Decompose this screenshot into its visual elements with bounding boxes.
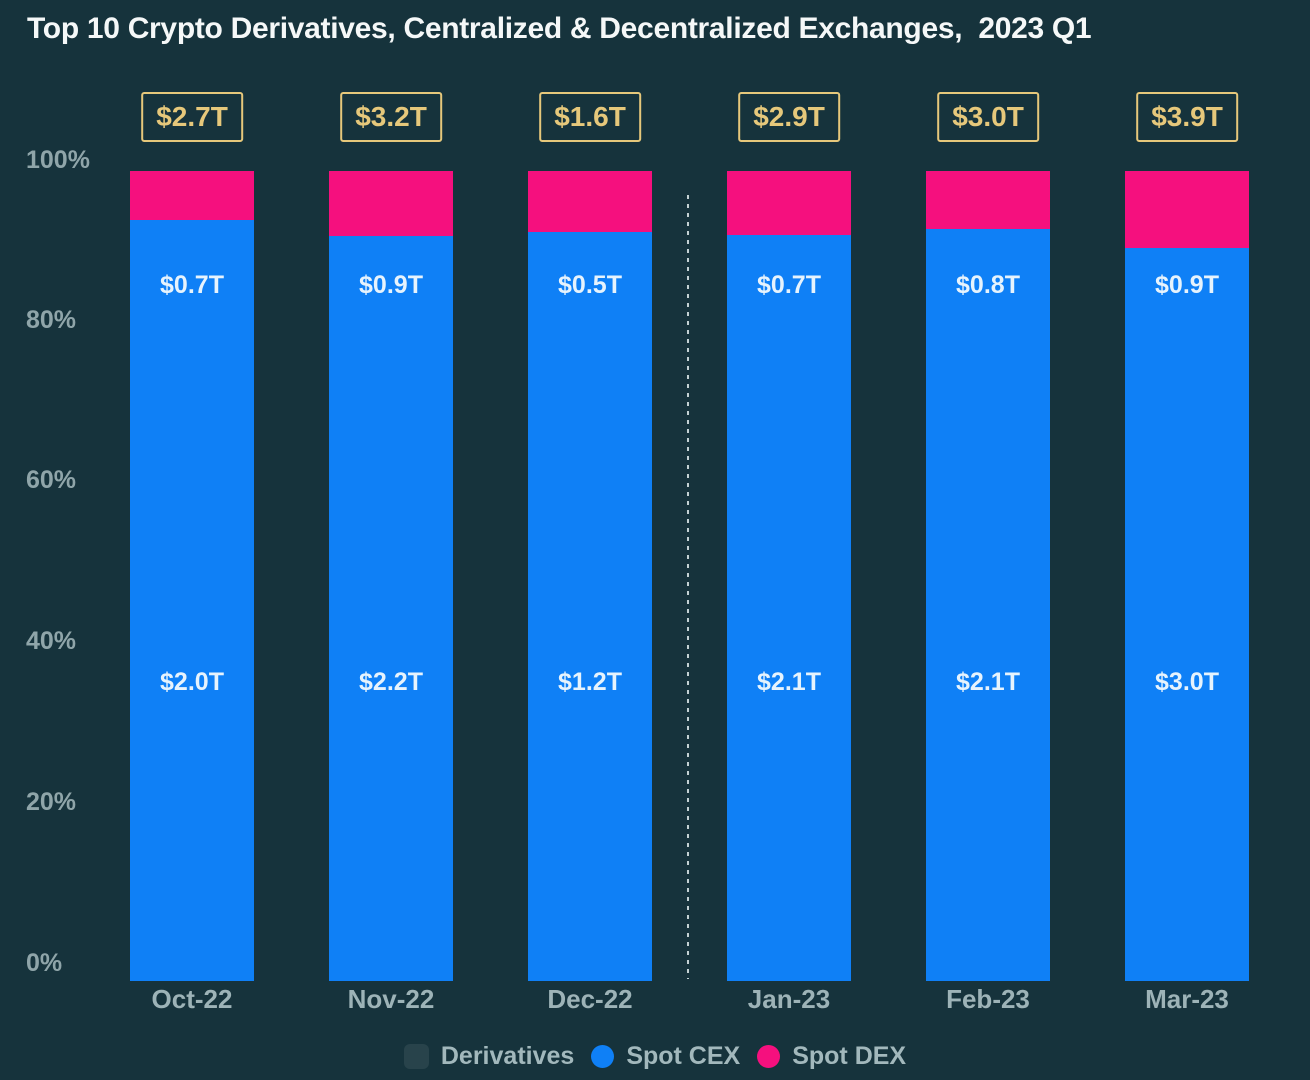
spot-dex-segment [528, 171, 652, 232]
spot-cex-segment [130, 220, 254, 981]
y-axis-label-80pct: 80% [26, 306, 77, 334]
spot-dex-legend-marker-icon [757, 1044, 781, 1068]
spot-cex-segment [329, 236, 453, 981]
derivatives-total-box: $3.9T [1136, 92, 1238, 143]
spot-dex-segment [1125, 171, 1249, 248]
legend-label: Spot DEX [792, 1041, 907, 1070]
spot-cex-value-label: $0.9T [359, 271, 423, 299]
derivatives-value-label: $1.2T [558, 668, 622, 696]
y-axis-label-0pct: 0% [26, 949, 63, 977]
derivatives-total-box: $2.7T [141, 92, 243, 143]
stacked-bar-nov-22: $0.9T $2.2T [329, 171, 453, 981]
spot-cex-value-label: $0.7T [160, 271, 224, 299]
spot-cex-value-label: $0.8T [956, 271, 1020, 299]
x-axis-label-nov-22: Nov-22 [347, 984, 435, 1014]
spot-cex-legend-marker-icon [591, 1044, 615, 1068]
spot-cex-segment [926, 229, 1050, 981]
stacked-bar-oct-22: $0.7T $2.0T [130, 171, 254, 981]
y-axis-label-100pct: 100% [26, 146, 90, 174]
legend-item-derivatives: Derivatives [403, 1041, 575, 1071]
spot-dex-segment [130, 171, 254, 220]
derivatives-legend-marker-icon [403, 1043, 429, 1069]
spot-cex-value-label: $0.7T [757, 271, 821, 299]
derivatives-value-label: $2.0T [160, 668, 224, 696]
x-axis-label-dec-22: Dec-22 [547, 984, 633, 1014]
chart-title: Top 10 Crypto Derivatives, Centralized &… [27, 12, 1092, 45]
spot-dex-segment [329, 171, 453, 236]
derivatives-value-label: $2.2T [359, 668, 423, 696]
spot-cex-value-label: $0.9T [1155, 271, 1219, 299]
spot-dex-segment [727, 171, 851, 235]
legend-item-spot-dex: Spot DEX [757, 1042, 906, 1071]
stacked-bar-jan-23: $0.7T $2.1T [727, 171, 851, 981]
y-axis-label-40pct: 40% [26, 627, 77, 655]
legend: Derivatives Spot CEX Spot DEX [0, 1036, 1310, 1076]
spot-cex-value-label: $0.5T [558, 271, 622, 299]
derivatives-value-label: $2.1T [757, 668, 821, 696]
spot-cex-segment [1125, 248, 1249, 981]
legend-item-spot-cex: Spot CEX [591, 1042, 740, 1071]
stacked-bar-feb-23: $0.8T $2.1T [926, 171, 1050, 981]
x-axis-label-mar-23: Mar-23 [1145, 984, 1229, 1014]
legend-label: Derivatives [440, 1041, 575, 1070]
derivatives-total-box: $3.0T [937, 92, 1039, 143]
derivatives-total-box: $3.2T [340, 92, 442, 143]
stacked-bar-dec-22: $0.5T $1.2T [528, 171, 652, 981]
x-axis-label-jan-23: Jan-23 [747, 984, 831, 1014]
spot-dex-segment [926, 171, 1050, 229]
quarter-divider-dashed-line [687, 195, 689, 979]
y-axis-label-20pct: 20% [26, 788, 77, 816]
derivatives-value-label: $2.1T [956, 668, 1020, 696]
legend-label: Spot CEX [626, 1041, 741, 1070]
stacked-bar-mar-23: $0.9T $3.0T [1125, 171, 1249, 981]
derivatives-value-label: $3.0T [1155, 668, 1219, 696]
derivatives-total-box: $1.6T [539, 92, 641, 143]
derivatives-total-box: $2.9T [738, 92, 840, 143]
x-axis-label-feb-23: Feb-23 [946, 984, 1030, 1014]
y-axis-label-60pct: 60% [26, 466, 77, 494]
x-axis-label-oct-22: Oct-22 [151, 984, 233, 1014]
spot-cex-segment [727, 235, 851, 981]
spot-cex-segment [528, 232, 652, 981]
